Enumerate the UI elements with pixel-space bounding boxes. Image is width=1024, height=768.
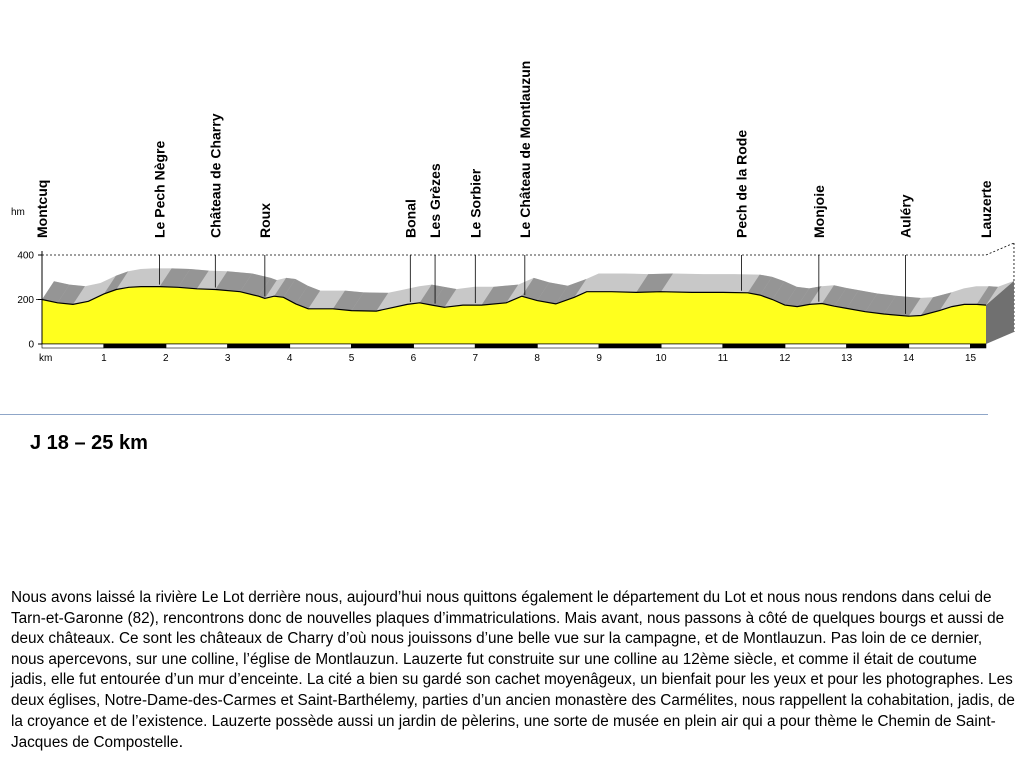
terrain-facet [784,286,810,307]
y-axis-unit-label: hm [11,207,25,218]
x-tick-label: 8 [534,353,540,364]
waypoint-labels: Montcuq Le Pech Nègre Château de Charry Rou… [34,61,994,314]
waypoint-label: Roux [257,203,273,238]
terrain-facet [821,285,847,307]
terrain-facet [846,290,878,312]
terrain-facet [883,295,921,317]
terrain-facet [215,271,253,292]
description-text: Nous avons laissé la rivière Le Lot derr… [11,589,1015,752]
terrain-facet [865,293,896,314]
waypoint-label: Le Sorbier [467,168,483,238]
km-scale-segment [908,343,971,349]
terrain-side-panel [985,280,1014,344]
x-tick-label: 13 [841,353,853,364]
terrain-facet [772,281,797,306]
terrain-facet [178,269,209,289]
terrain-facet [332,290,364,311]
elevation-fill [42,286,986,344]
elevation-line [41,286,987,317]
terrain-facet [283,279,308,304]
km-scale-segment [536,343,600,349]
x-tick-label: 15 [965,353,977,364]
km-scale-segment [660,343,724,349]
terrain-facet [103,271,129,294]
elevation-area [41,286,987,344]
terrain-facet [419,284,444,306]
waypoint-label: Château de Charry [207,113,223,238]
waypoint-label: Lauzerte [978,180,994,238]
description-end: . [178,732,184,752]
km-scale-segment [846,343,909,349]
waypoint-label: Montcuq [34,180,50,238]
x-tick-label: 2 [163,353,169,364]
terrain-facet [537,282,568,304]
waypoint-label: Les Grèzes [427,163,443,238]
x-tick-label: 4 [287,353,293,364]
terrain-backdrop [42,268,1014,344]
terrain-facet [42,281,70,303]
x-tick-label: 5 [349,353,355,364]
section-divider [0,414,988,415]
waypoint-label: Le Château de Montlauzun [517,61,533,238]
y-tick-label: 200 [17,295,34,306]
km-scale-segment [227,343,290,349]
terrain-facet [240,273,271,297]
terrain-facet [258,277,277,299]
terrain-facet [760,276,785,300]
terrain-facet [636,273,673,293]
terrain-facet [521,277,550,301]
waypoint-label: Bonal [402,199,418,238]
terrain-facet [431,286,457,308]
km-scale-segment [784,343,847,349]
terrain-facet [481,284,519,306]
waypoint-label: Pech de la Rode [733,130,749,238]
terrain-facet [159,268,191,288]
terrain-facet [976,286,998,306]
y-tick-label: 400 [17,251,34,262]
km-scale-segment [351,343,414,349]
y-tick-label: 0 [28,340,34,351]
terrain-facet [351,292,389,312]
km-scale-segment [165,343,229,349]
waypoint-label: Monjoie [811,185,827,238]
terrain-facet [57,284,85,305]
x-axis-unit-label: km [39,353,52,364]
gridline-top-depth [985,242,1015,256]
stage-title: J 18 – 25 km [30,432,148,454]
x-tick-label: 10 [655,353,667,364]
terrain-facet [295,285,321,309]
waypoint-label: Auléry [898,194,914,238]
km-scale-segment [413,343,476,349]
terrain-facet [920,292,952,316]
terrain-facet [834,287,859,309]
x-tick-label: 3 [225,353,231,364]
km-scale-segment [474,343,538,349]
stage-description: Nous avons laissé la rivière Le Lot derr… [11,588,1016,754]
km-scale-segment [103,343,167,349]
waypoint-label: Le Pech Nègre [152,141,168,238]
x-tick-label: 12 [779,353,791,364]
x-tick-label: 14 [903,353,915,364]
km-scale-segment [598,343,662,349]
x-tick-label: 6 [411,353,417,364]
x-tick-label: 11 [718,353,729,364]
km-scale-segment [289,343,352,349]
x-tick-label: 7 [473,353,479,364]
km-scale-segment [722,343,786,349]
x-tick-label: 1 [101,353,107,364]
terrain-facet [747,274,773,296]
km-scale-segment [970,343,987,349]
terrain-facet [555,279,587,304]
km-scale-segment [41,343,105,349]
x-tick-label: 9 [596,353,602,364]
terrain-facet [274,277,296,298]
terrain-facet [797,286,822,307]
